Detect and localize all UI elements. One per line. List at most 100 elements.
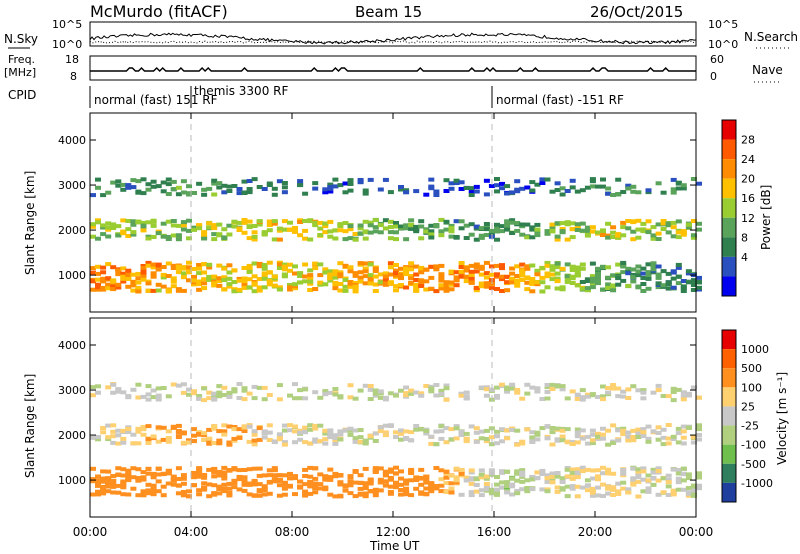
heatmap-cell <box>423 267 430 272</box>
heatmap-cell <box>418 278 425 283</box>
colorbar-swatch <box>722 276 736 296</box>
heatmap-cell <box>443 178 450 183</box>
heatmap-cell <box>675 230 682 235</box>
freq-label: Freq. <box>8 53 35 66</box>
heatmap-cell <box>645 219 652 224</box>
heatmap-cell <box>367 278 374 283</box>
heatmap-cell <box>393 465 399 470</box>
heatmap-cell <box>615 233 622 238</box>
heatmap-cell <box>443 383 450 388</box>
heatmap-cell <box>600 436 606 441</box>
heatmap-cell <box>105 469 112 474</box>
heatmap-cell <box>332 438 339 443</box>
heatmap-cell <box>690 233 697 238</box>
heatmap-cell <box>150 434 157 439</box>
heatmap-cell <box>211 391 218 396</box>
heatmap-cell <box>584 478 591 483</box>
heatmap-cell <box>579 397 586 402</box>
heatmap-cell <box>226 486 233 491</box>
heatmap-cell <box>544 263 551 268</box>
heatmap-cell <box>372 393 379 398</box>
heatmap-cell <box>337 282 344 286</box>
heatmap-cell <box>327 182 334 187</box>
heatmap-cell <box>281 486 288 491</box>
heatmap-cell <box>382 469 389 474</box>
heatmap-cell <box>90 270 96 275</box>
heatmap-cell <box>605 275 612 280</box>
heatmap-cell <box>135 382 142 387</box>
heatmap-cell <box>610 487 617 492</box>
heatmap-cell <box>534 268 541 273</box>
heatmap-cell <box>433 267 440 272</box>
colorbar-swatch <box>722 217 736 238</box>
heatmap-cell <box>281 272 288 277</box>
heatmap-cell <box>135 289 142 294</box>
heatmap-cell <box>155 472 162 477</box>
heatmap-cell <box>483 178 490 183</box>
heatmap-cell <box>483 487 490 492</box>
heatmap-cell <box>574 228 581 232</box>
heatmap-cell <box>640 276 647 280</box>
heatmap-cell <box>266 228 273 233</box>
heatmap-cell <box>261 230 268 235</box>
heatmap-cell <box>463 475 470 480</box>
heatmap-cell <box>403 223 410 228</box>
heatmap-cell <box>135 478 142 483</box>
heatmap-cell <box>418 268 425 273</box>
heatmap-cell <box>160 234 167 239</box>
heatmap-cell <box>670 434 677 439</box>
heatmap-cell <box>615 394 622 399</box>
heatmap-cell <box>589 476 596 481</box>
heatmap-cell <box>327 492 334 497</box>
heatmap-cell <box>317 220 324 225</box>
heatmap-cell <box>529 289 536 294</box>
heatmap-cell <box>211 181 218 186</box>
heatmap-cell <box>610 441 617 445</box>
heatmap-cell <box>175 423 182 428</box>
heatmap-cell <box>175 264 182 269</box>
heatmap-cell <box>95 390 101 395</box>
heatmap-cell <box>191 483 197 488</box>
heatmap-cell <box>393 288 399 293</box>
heatmap-cell <box>448 427 455 432</box>
heatmap-cell <box>539 468 546 473</box>
heatmap-cell <box>357 231 364 236</box>
heatmap-cell <box>201 192 208 197</box>
heatmap-cell <box>216 283 223 288</box>
heatmap-cell <box>534 432 541 437</box>
heatmap-cell <box>403 285 410 290</box>
heatmap-cell <box>226 493 233 498</box>
heatmap-cell <box>150 218 157 223</box>
heatmap-cell <box>115 428 122 433</box>
heatmap-cell <box>276 383 283 388</box>
heatmap-cell <box>443 475 450 480</box>
heatmap-cell <box>610 235 617 239</box>
heatmap-cell <box>276 287 283 292</box>
heatmap-cell <box>170 478 177 483</box>
heatmap-cell <box>393 271 399 276</box>
heatmap-cell <box>423 431 430 436</box>
heatmap-cell <box>655 431 662 435</box>
heatmap-cell <box>110 478 117 483</box>
heatmap-cell <box>312 223 319 228</box>
heatmap-cell <box>509 386 516 391</box>
heatmap-cell <box>655 272 662 277</box>
heatmap-cell <box>605 265 612 270</box>
heatmap-cell <box>367 220 374 225</box>
heatmap-cell <box>100 430 107 435</box>
heatmap-cell <box>170 425 177 430</box>
heatmap-cell <box>418 490 425 495</box>
heatmap-cell <box>569 235 576 240</box>
heatmap-cell <box>211 232 218 237</box>
heatmap-cell <box>191 439 197 443</box>
heatmap-cell <box>478 493 485 498</box>
heatmap-cell <box>211 424 218 428</box>
heatmap-cell <box>453 219 460 224</box>
heatmap-cell <box>675 468 682 472</box>
heatmap-cell <box>276 262 283 267</box>
heatmap-cell <box>150 271 157 276</box>
heatmap-cell <box>165 237 172 241</box>
heatmap-cell <box>564 427 571 432</box>
heatmap-cell <box>514 387 521 392</box>
